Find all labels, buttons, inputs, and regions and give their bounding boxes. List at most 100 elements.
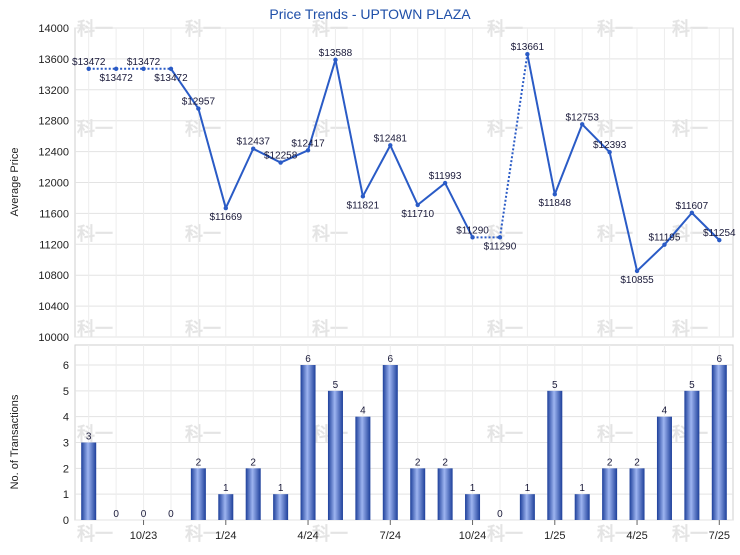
transactions-tick-label: 3 bbox=[63, 438, 69, 450]
transaction-count-label: 1 bbox=[579, 483, 585, 494]
price-data-label: $12753 bbox=[566, 112, 600, 123]
watermark: 科一 bbox=[672, 118, 708, 139]
transaction-count-label: 0 bbox=[113, 509, 119, 520]
price-line-segment bbox=[498, 54, 529, 238]
price-line-segment bbox=[197, 108, 227, 209]
price-point bbox=[196, 106, 201, 111]
price-data-label: $11710 bbox=[401, 209, 434, 220]
price-point bbox=[86, 66, 91, 71]
transaction-bar bbox=[602, 468, 618, 520]
watermark: 科一 bbox=[487, 223, 523, 244]
price-line-segment bbox=[444, 182, 474, 238]
price-data-label: $12957 bbox=[182, 97, 216, 108]
transaction-count-label: 2 bbox=[442, 457, 448, 468]
transaction-count-label: 1 bbox=[223, 483, 229, 494]
price-data-label: $13661 bbox=[511, 42, 545, 53]
transaction-count-label: 0 bbox=[168, 509, 174, 520]
price-data-label: $11848 bbox=[538, 198, 571, 209]
transaction-count-label: 0 bbox=[497, 509, 503, 520]
transaction-count-label: 5 bbox=[689, 380, 695, 391]
price-point bbox=[662, 242, 667, 247]
watermark: 科一 bbox=[185, 223, 221, 244]
price-data-label: $11993 bbox=[429, 171, 462, 182]
price-data-label: $11195 bbox=[649, 233, 681, 244]
transaction-bar bbox=[327, 390, 343, 520]
watermark: 科一 bbox=[77, 223, 113, 244]
price-line-segment bbox=[361, 144, 392, 197]
transaction-bar bbox=[355, 416, 371, 520]
price-data-label: $11290 bbox=[484, 241, 517, 252]
price-point bbox=[360, 194, 366, 199]
watermark: 科一 bbox=[312, 318, 348, 339]
transaction-count-label: 1 bbox=[470, 483, 476, 494]
price-line-segment bbox=[170, 68, 200, 110]
price-tick-label: 13200 bbox=[38, 85, 69, 97]
transaction-bar bbox=[519, 494, 535, 520]
watermark: 科一 bbox=[185, 523, 221, 544]
price-point bbox=[278, 160, 283, 165]
price-line-segment bbox=[636, 243, 666, 272]
x-tick-label: 10/24 bbox=[459, 530, 487, 542]
transactions-tick-label: 0 bbox=[63, 515, 69, 527]
transactions-tick-label: 2 bbox=[63, 463, 69, 475]
transaction-count-label: 2 bbox=[196, 457, 202, 468]
price-line-segment bbox=[691, 212, 720, 241]
price-data-label: $12258 bbox=[264, 151, 298, 162]
transaction-count-label: 1 bbox=[278, 483, 284, 494]
transaction-count-label: 1 bbox=[525, 483, 531, 494]
price-data-label: $12393 bbox=[593, 140, 627, 151]
price-tick-label: 11200 bbox=[39, 239, 69, 251]
price-point bbox=[251, 146, 256, 151]
transaction-bar bbox=[629, 468, 645, 520]
price-line-segment bbox=[663, 212, 693, 246]
x-tick-label: 7/24 bbox=[380, 530, 401, 542]
price-data-label: $11254 bbox=[703, 228, 736, 239]
transaction-count-label: 5 bbox=[552, 380, 558, 391]
price-tick-label: 14000 bbox=[38, 23, 69, 35]
watermark: 科一 bbox=[487, 118, 523, 139]
watermark: 科一 bbox=[77, 118, 113, 139]
price-data-label: $13472 bbox=[127, 57, 161, 68]
watermark: 科一 bbox=[77, 523, 113, 544]
price-line-segment bbox=[526, 53, 556, 195]
price-data-label: $12437 bbox=[237, 137, 271, 148]
transaction-bar bbox=[574, 494, 590, 520]
watermark: 科一 bbox=[597, 523, 633, 544]
price-tick-label: 10800 bbox=[38, 270, 69, 282]
price-point bbox=[717, 237, 722, 243]
price-line-segment bbox=[417, 182, 446, 206]
price-point bbox=[113, 66, 119, 71]
price-point bbox=[552, 192, 557, 197]
transaction-count-label: 2 bbox=[415, 457, 421, 468]
price-line-segment bbox=[252, 147, 282, 164]
price-data-label: $11821 bbox=[347, 200, 380, 211]
transaction-count-label: 6 bbox=[717, 354, 723, 365]
price-point bbox=[333, 57, 338, 63]
price-point bbox=[607, 149, 612, 155]
price-data-label: $13472 bbox=[154, 73, 188, 84]
watermark: 科一 bbox=[597, 423, 633, 444]
price-data-label: $12417 bbox=[291, 138, 325, 149]
price-line-segment bbox=[553, 123, 584, 195]
watermark: 科一 bbox=[672, 523, 708, 544]
price-line-segment bbox=[224, 148, 255, 209]
transaction-count-label: 4 bbox=[360, 406, 366, 417]
price-line-segment bbox=[334, 59, 364, 197]
transaction-count-label: 3 bbox=[86, 432, 92, 443]
price-point bbox=[168, 66, 174, 71]
price-data-label: $13472 bbox=[72, 57, 106, 68]
transaction-bar bbox=[437, 468, 453, 520]
x-tick-label: 4/25 bbox=[626, 530, 647, 542]
price-data-label: $11669 bbox=[209, 212, 242, 223]
price-data-label: $11290 bbox=[456, 225, 489, 236]
price-tick-label: 13600 bbox=[38, 54, 69, 66]
transaction-bar bbox=[245, 468, 261, 520]
watermark: 科一 bbox=[672, 318, 708, 339]
x-tick-label: 10/23 bbox=[130, 530, 158, 542]
price-line-segment bbox=[608, 151, 639, 272]
price-data-label: $12481 bbox=[374, 133, 408, 144]
price-point bbox=[141, 66, 146, 71]
price-axis-label: Average Price bbox=[9, 148, 21, 217]
x-tick-label: 1/24 bbox=[215, 530, 236, 542]
watermark: 科一 bbox=[185, 423, 221, 444]
